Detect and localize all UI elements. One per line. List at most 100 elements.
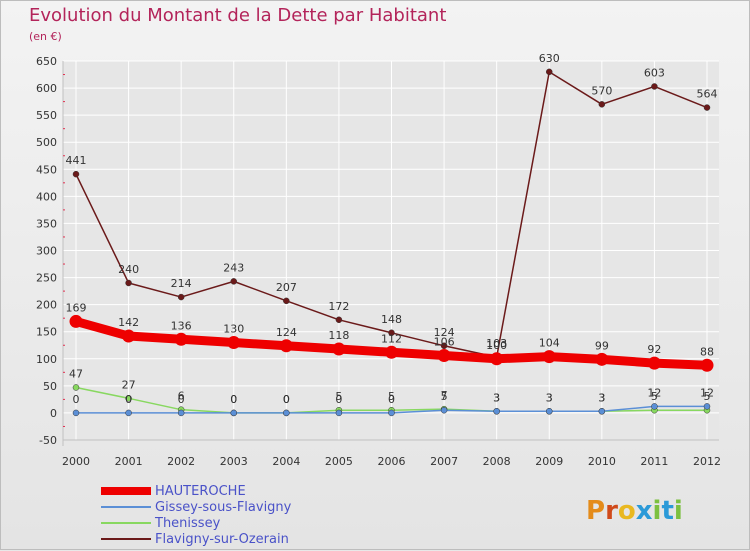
data-point <box>440 342 448 350</box>
data-point <box>542 350 556 364</box>
y-tick-label: 150 <box>36 326 57 339</box>
data-point <box>122 329 136 343</box>
data-label: 3 <box>546 391 553 404</box>
data-point <box>230 409 237 417</box>
data-point <box>125 395 132 402</box>
x-tick-label: 2001 <box>115 455 143 468</box>
data-point <box>700 358 714 372</box>
data-point <box>703 104 711 111</box>
data-label: 0 <box>125 393 132 406</box>
y-tick-label: 50 <box>43 380 57 393</box>
data-point <box>72 170 80 178</box>
data-label: 124 <box>434 326 455 339</box>
x-tick-label: 2008 <box>483 455 511 468</box>
y-tick-label: 550 <box>36 109 57 122</box>
data-point <box>647 356 661 370</box>
data-label: 47 <box>69 367 83 380</box>
data-label: 5 <box>704 390 711 403</box>
data-point <box>493 408 500 415</box>
x-tick-label: 2007 <box>430 455 458 468</box>
data-point <box>174 332 188 346</box>
data-label: 0 <box>283 393 290 406</box>
y-tick-label: 350 <box>36 217 57 230</box>
data-label: 92 <box>647 343 661 356</box>
x-tick-label: 2004 <box>272 455 300 468</box>
chart-title: Evolution du Montant de la Dette par Hab… <box>29 5 447 26</box>
data-label: 214 <box>171 277 192 290</box>
data-label: 5 <box>388 390 395 403</box>
x-tick-label: 2005 <box>325 455 353 468</box>
x-tick-label: 2011 <box>640 455 668 468</box>
data-point <box>335 316 343 324</box>
y-tick-label: 100 <box>36 353 57 366</box>
x-tick-label: 2003 <box>220 455 248 468</box>
data-point <box>72 409 80 417</box>
data-point <box>490 352 504 366</box>
data-label: 7 <box>441 389 448 402</box>
data-label: 3 <box>598 391 605 404</box>
data-label: 27 <box>122 378 136 391</box>
data-point <box>227 336 241 350</box>
y-tick-label: 200 <box>36 299 57 312</box>
data-point <box>332 342 346 356</box>
data-point <box>283 409 290 417</box>
data-point <box>546 408 553 415</box>
data-label: 103 <box>486 337 507 350</box>
data-label: 136 <box>171 319 192 332</box>
x-tick-label: 2002 <box>167 455 195 468</box>
data-label: 12 <box>700 386 714 399</box>
data-label: 112 <box>381 332 402 345</box>
chart-unit: (en €) <box>29 30 62 43</box>
legend-label: Flavigny-sur-Ozerain <box>155 532 289 547</box>
data-point <box>703 403 711 410</box>
x-tick-label: 2006 <box>378 455 406 468</box>
proxiti-logo: Proxiti <box>586 496 683 526</box>
y-tick-label: -50 <box>39 434 57 447</box>
data-label: 3 <box>493 391 500 404</box>
y-tick-label: 250 <box>36 272 57 285</box>
data-point <box>651 403 658 410</box>
data-label: 0 <box>230 393 237 406</box>
y-tick-label: 0 <box>50 407 57 420</box>
data-label: 5 <box>651 390 658 403</box>
data-label: 142 <box>118 316 139 329</box>
data-label: 3 <box>598 391 605 404</box>
y-tick-label: 400 <box>36 190 57 203</box>
data-point <box>595 352 609 366</box>
data-label: 240 <box>118 263 139 276</box>
data-point <box>440 406 448 414</box>
data-point <box>72 384 80 391</box>
data-label: 99 <box>595 339 609 352</box>
data-point <box>283 297 290 305</box>
x-tick-label: 2009 <box>535 455 563 468</box>
data-point <box>598 408 606 415</box>
y-tick-label: 300 <box>36 245 57 258</box>
data-label: 124 <box>276 326 297 339</box>
data-label: 12 <box>647 386 661 399</box>
data-label: 3 <box>546 391 553 404</box>
data-point <box>69 314 83 328</box>
data-label: 0 <box>388 393 395 406</box>
data-label: 3 <box>493 391 500 404</box>
data-label: 0 <box>178 393 185 406</box>
data-label: 100 <box>486 339 507 352</box>
data-label: 564 <box>697 88 718 101</box>
data-point <box>385 345 398 359</box>
legend-label: HAUTEROCHE <box>155 484 246 499</box>
data-label: 0 <box>283 393 290 406</box>
data-label: 5 <box>335 390 342 403</box>
data-point <box>546 68 553 76</box>
data-label: 603 <box>644 66 665 79</box>
data-label: 169 <box>66 301 87 314</box>
data-label: 630 <box>539 52 560 65</box>
data-point <box>335 409 343 417</box>
data-label: 0 <box>73 393 80 406</box>
data-point <box>279 339 293 353</box>
data-label: 130 <box>223 323 244 336</box>
data-label: 148 <box>381 313 402 326</box>
data-point <box>388 409 395 417</box>
data-point <box>125 279 132 287</box>
data-point <box>177 293 185 301</box>
data-point <box>125 409 132 417</box>
